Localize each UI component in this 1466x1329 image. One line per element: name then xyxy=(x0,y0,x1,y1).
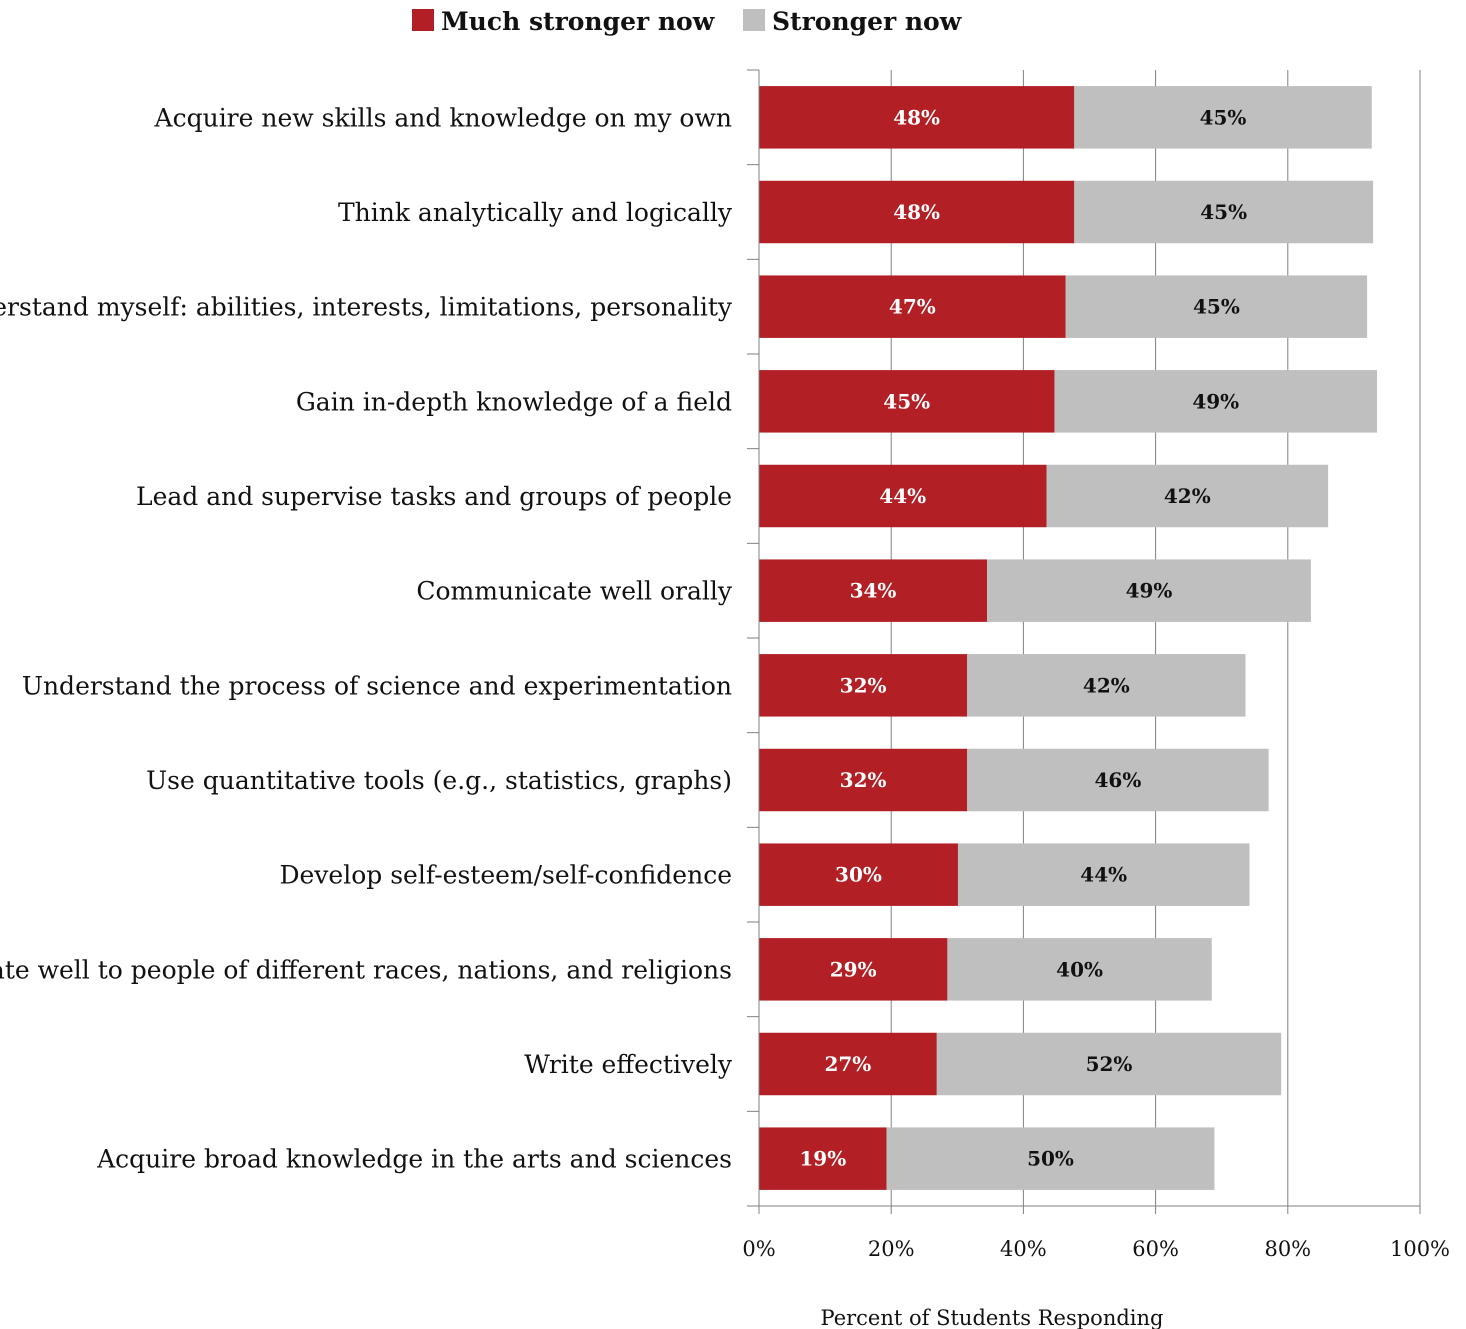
data-label-much-stronger-now-4: 44% xyxy=(879,484,926,508)
data-label-stronger-now-2: 45% xyxy=(1193,295,1240,319)
bar-much-stronger-now-3 xyxy=(759,370,1055,433)
legend-swatch-stronger xyxy=(743,9,765,31)
data-label-much-stronger-now-11: 19% xyxy=(799,1147,846,1171)
x-tick-label-2: 40% xyxy=(1000,1237,1047,1261)
data-label-much-stronger-now-8: 30% xyxy=(835,863,882,887)
x-tick-label-4: 80% xyxy=(1264,1237,1311,1261)
category-label-acquire-new-skills-and-knowledge-on-my-own: Acquire new skills and knowledge on my o… xyxy=(154,103,732,132)
category-label-relate-well-to-people-of-different-races-nations-and-religions: Relate well to people of different races… xyxy=(0,955,732,984)
bar-much-stronger-now-2 xyxy=(759,275,1066,338)
data-label-stronger-now-3: 49% xyxy=(1192,389,1239,413)
data-label-much-stronger-now-7: 32% xyxy=(840,768,887,792)
bar-stronger-now-6 xyxy=(967,654,1246,717)
x-axis-title: Percent of Students Responding xyxy=(821,1306,1164,1329)
bar-much-stronger-now-7 xyxy=(759,748,968,812)
bar-stronger-now-10 xyxy=(936,1032,1282,1096)
data-label-much-stronger-now-1: 48% xyxy=(893,200,940,224)
bar-much-stronger-now-5 xyxy=(759,559,988,622)
category-label-gain-in-depth-knowledge-of-a-field: Gain in-depth knowledge of a field xyxy=(296,387,732,416)
bar-stronger-now-4 xyxy=(1046,464,1329,528)
bar-much-stronger-now-6 xyxy=(759,654,968,717)
bar-stronger-now-2 xyxy=(1065,275,1368,338)
category-label-acquire-broad-knowledge-in-the-arts-and-sciences: Acquire broad knowledge in the arts and … xyxy=(96,1145,732,1174)
bars: 48% 45% 48% 45% 47% 45% 45% 49% 44% 42% 34% 49% 32% 4… xyxy=(759,86,1378,1190)
bar-much-stronger-now-4 xyxy=(759,464,1047,528)
x-tick-labels: 0% 20% 40% 60% 80% 100% xyxy=(742,1237,1450,1261)
data-label-much-stronger-now-3: 45% xyxy=(883,389,930,413)
legend-label-much-stronger: Much stronger now xyxy=(441,7,716,36)
data-label-stronger-now-6: 42% xyxy=(1083,673,1130,697)
bar-stronger-now-5 xyxy=(987,559,1311,622)
x-tick-label-0: 0% xyxy=(742,1237,775,1261)
legend-swatch-much-stronger xyxy=(412,9,434,31)
bar-much-stronger-now-0 xyxy=(759,86,1075,149)
bar-stronger-now-9 xyxy=(947,938,1212,1001)
bar-stronger-now-11 xyxy=(886,1127,1215,1190)
data-label-stronger-now-4: 42% xyxy=(1164,484,1211,508)
category-label-use-quantitative-tools-e-g-statistics-graphs: Use quantitative tools (e.g., statistics… xyxy=(146,766,732,795)
data-label-much-stronger-now-5: 34% xyxy=(850,579,897,603)
data-label-stronger-now-1: 45% xyxy=(1200,200,1247,224)
bar-much-stronger-now-9 xyxy=(759,938,948,1001)
bar-much-stronger-now-11 xyxy=(759,1127,887,1190)
x-tick-label-3: 60% xyxy=(1132,1237,1179,1261)
bar-much-stronger-now-10 xyxy=(759,1032,937,1096)
bar-stronger-now-0 xyxy=(1074,86,1372,149)
bar-stronger-now-3 xyxy=(1054,370,1378,433)
category-label-think-analytically-and-logically: Think analytically and logically xyxy=(338,198,733,227)
legend: Much stronger now Stronger now xyxy=(412,7,963,36)
category-labels: Acquire new skills and knowledge on my o… xyxy=(0,103,733,1173)
bar-much-stronger-now-8 xyxy=(759,843,958,906)
data-label-stronger-now-10: 52% xyxy=(1086,1052,1133,1076)
category-label-understand-myself-abilities-interests-limitations-personality: Understand myself: abilities, interests,… xyxy=(0,293,733,322)
data-label-much-stronger-now-2: 47% xyxy=(889,295,936,319)
data-label-much-stronger-now-6: 32% xyxy=(840,673,887,697)
data-label-much-stronger-now-9: 29% xyxy=(830,957,877,981)
data-label-stronger-now-9: 40% xyxy=(1056,957,1103,981)
axes xyxy=(747,69,1421,1214)
bar-stronger-now-7 xyxy=(967,748,1269,812)
data-label-much-stronger-now-0: 48% xyxy=(893,105,940,129)
bar-stronger-now-1 xyxy=(1074,180,1374,244)
data-label-stronger-now-5: 49% xyxy=(1126,579,1173,603)
data-label-stronger-now-0: 45% xyxy=(1200,105,1247,129)
x-tick-label-1: 20% xyxy=(868,1237,915,1261)
bar-stronger-now-8 xyxy=(957,843,1250,906)
bar-much-stronger-now-1 xyxy=(759,180,1075,244)
data-label-stronger-now-11: 50% xyxy=(1027,1147,1074,1171)
data-label-much-stronger-now-10: 27% xyxy=(824,1052,871,1076)
category-label-write-effectively: Write effectively xyxy=(524,1050,733,1079)
legend-label-stronger: Stronger now xyxy=(772,7,963,36)
x-tick-label-5: 100% xyxy=(1390,1237,1450,1261)
category-label-lead-and-supervise-tasks-and-groups-of-people: Lead and supervise tasks and groups of p… xyxy=(136,482,732,511)
category-label-communicate-well-orally: Communicate well orally xyxy=(416,577,733,606)
data-label-stronger-now-8: 44% xyxy=(1080,863,1127,887)
category-label-develop-self-esteem-self-confidence: Develop self-esteem/self-confidence xyxy=(279,861,732,890)
data-label-stronger-now-7: 46% xyxy=(1095,768,1142,792)
category-label-understand-the-process-of-science-and-experimentation: Understand the process of science and ex… xyxy=(22,671,732,700)
